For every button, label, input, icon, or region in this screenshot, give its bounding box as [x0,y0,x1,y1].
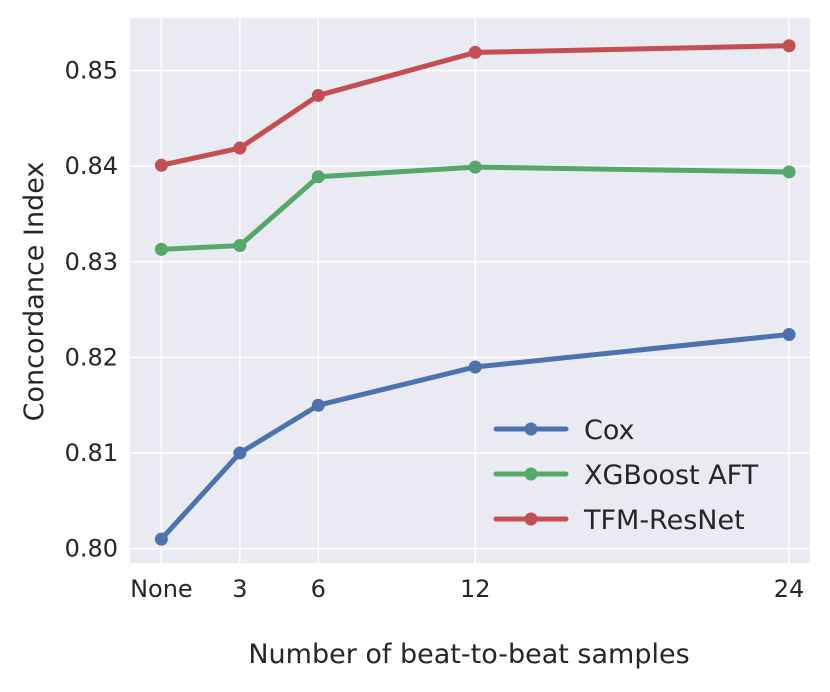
legend-entry: TFM-ResNet [493,505,745,536]
y-tick-label: 0.82 [65,343,118,371]
legend-label: Cox [584,415,635,446]
data-point [233,446,247,460]
series-cox [154,327,796,546]
x-axis-label: Number of beat-to-beat samples [248,639,689,670]
legend: Cox XGBoost AFT TFM-ResNet [493,415,759,536]
x-tick-label: 6 [311,575,326,603]
y-tick-label: 0.83 [65,248,118,276]
y-tick-label: 0.85 [65,57,118,85]
legend-marker [524,512,538,526]
series-xgboost-aft [154,160,796,256]
x-tick-label: 12 [460,575,491,603]
legend-entry: Cox [493,415,635,446]
x-tick-label: None [130,575,193,603]
data-point [154,532,168,546]
data-point [233,239,247,253]
legend-label: XGBoost AFT [584,460,759,491]
y-tick-label: 0.80 [65,535,118,563]
data-point [311,88,325,102]
data-point [782,165,796,179]
data-point [782,327,796,341]
data-point [468,45,482,59]
legend-marker [524,422,538,436]
y-tick-label: 0.81 [65,439,118,467]
data-point [311,170,325,184]
x-tick-label: 24 [774,575,805,603]
data-point [468,360,482,374]
y-axis-ticks: 0.80 0.81 0.82 0.83 0.84 0.85 [65,57,118,563]
legend-marker [524,467,538,481]
data-point [468,160,482,174]
data-point [311,398,325,412]
data-point [154,158,168,172]
data-point [233,141,247,155]
legend-entry: XGBoost AFT [493,460,759,491]
data-point [154,242,168,256]
series-tfm-resnet [154,39,796,172]
series-layer [154,39,796,546]
plot-area [130,18,810,563]
y-tick-label: 0.84 [65,152,118,180]
x-tick-label: 3 [232,575,247,603]
x-axis-ticks: None 3 6 12 24 [130,575,804,603]
legend-label: TFM-ResNet [583,505,745,536]
y-axis-label: Concordance Index [19,162,50,422]
data-point [782,39,796,53]
